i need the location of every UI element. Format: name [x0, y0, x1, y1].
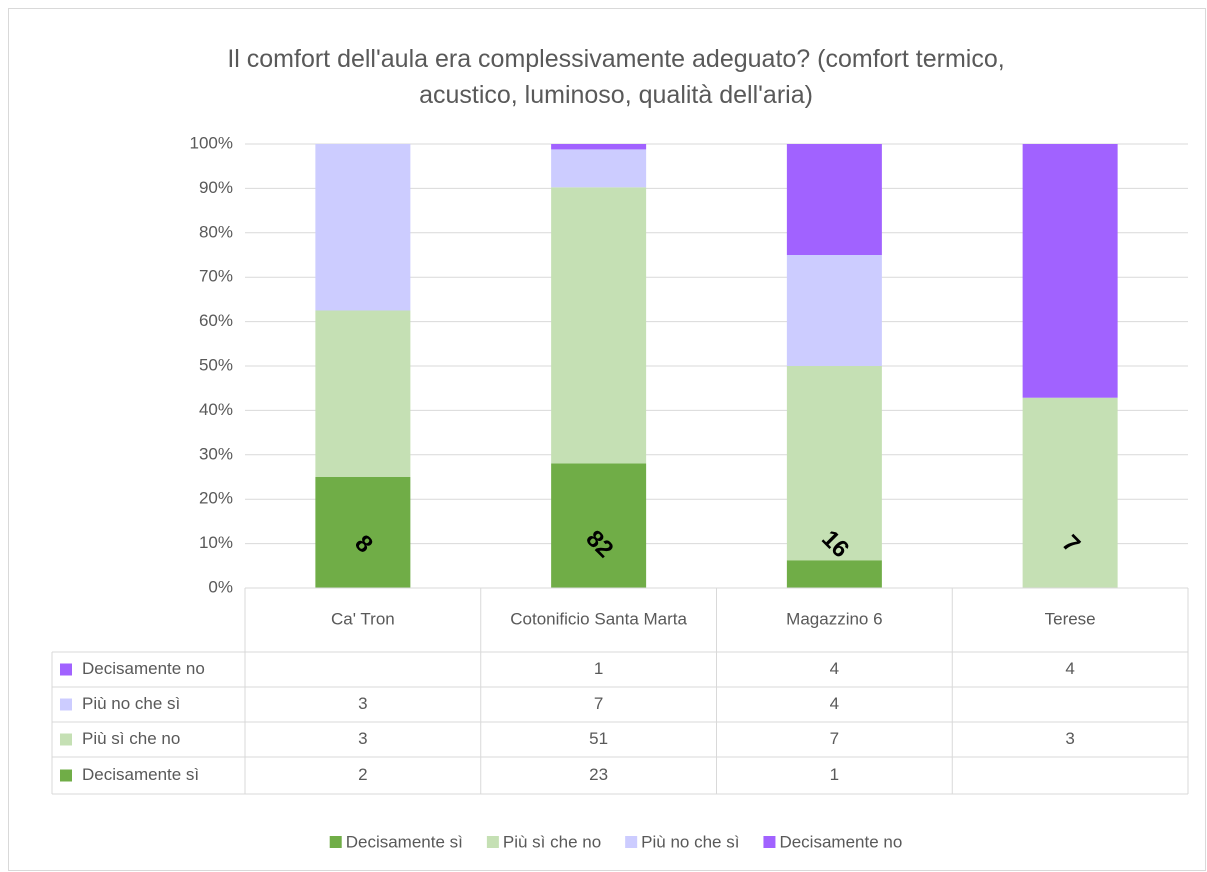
x-tick-label: Cotonificio Santa Marta	[510, 609, 687, 628]
legend: Decisamente sì Più sì che no Più no che sì…	[329, 832, 902, 851]
y-tick-label: 90%	[199, 178, 233, 197]
table-cell: 1	[594, 659, 603, 678]
bar-segment	[786, 560, 882, 588]
bar-segment	[786, 255, 882, 366]
legend-swatch	[763, 836, 776, 848]
table-cell: 7	[594, 694, 603, 713]
table-cell: 4	[830, 659, 839, 678]
legend-label: Più no che sì	[641, 832, 739, 851]
legend-swatch	[625, 836, 638, 848]
y-tick-label: 10%	[199, 533, 233, 552]
table-row-label: Decisamente no	[82, 659, 205, 678]
y-tick-label: 70%	[199, 267, 233, 286]
legend-swatch	[60, 663, 72, 676]
table-cell: 4	[1065, 659, 1074, 678]
bar-segment	[551, 463, 647, 588]
bar-segment	[1022, 144, 1118, 398]
table-cell: 2	[358, 765, 367, 784]
legend-label: Decisamente no	[779, 832, 902, 851]
y-tick-label: 0%	[208, 577, 233, 596]
y-tick-label: 80%	[199, 222, 233, 241]
chart-title: Il comfort dell'aula era complessivament…	[227, 45, 1004, 109]
bar-segment	[786, 144, 882, 255]
y-tick-label: 60%	[199, 311, 233, 330]
table-cell: 51	[589, 729, 608, 748]
table-cell: 1	[830, 765, 839, 784]
legend-swatch	[60, 769, 72, 782]
y-tick-label: 50%	[199, 355, 233, 374]
legend-swatch	[329, 836, 342, 848]
legend-swatch	[486, 836, 499, 848]
bar-segment	[315, 310, 411, 477]
table-cell: 23	[589, 765, 608, 784]
table-cell: 3	[358, 729, 367, 748]
bar-segment	[1022, 397, 1118, 588]
x-tick-label: Ca' Tron	[331, 609, 395, 628]
table-row-label: Più no che sì	[82, 694, 180, 713]
y-tick-label: 40%	[199, 400, 233, 419]
table-cell: 3	[1065, 729, 1074, 748]
y-tick-label: 100%	[190, 133, 233, 152]
x-tick-label: Terese	[1045, 609, 1096, 628]
y-tick-label: 20%	[199, 489, 233, 508]
bar-segment	[315, 477, 411, 588]
bar-segment	[551, 187, 647, 464]
table-row-label: Decisamente sì	[82, 765, 199, 784]
bar-segment	[551, 144, 647, 150]
table-cell: 4	[830, 694, 839, 713]
legend-label: Più sì che no	[503, 832, 601, 851]
legend-label: Decisamente sì	[346, 832, 463, 851]
bar-segment	[551, 149, 647, 188]
bar-segment	[786, 366, 882, 561]
legend-swatch	[60, 698, 72, 711]
table-cell: 7	[830, 729, 839, 748]
table-row-label: Più sì che no	[82, 729, 180, 748]
legend-swatch	[60, 733, 72, 746]
bar-segment	[315, 144, 411, 311]
table-cell: 3	[358, 694, 367, 713]
y-tick-label: 30%	[199, 444, 233, 463]
x-tick-label: Magazzino 6	[786, 609, 882, 628]
